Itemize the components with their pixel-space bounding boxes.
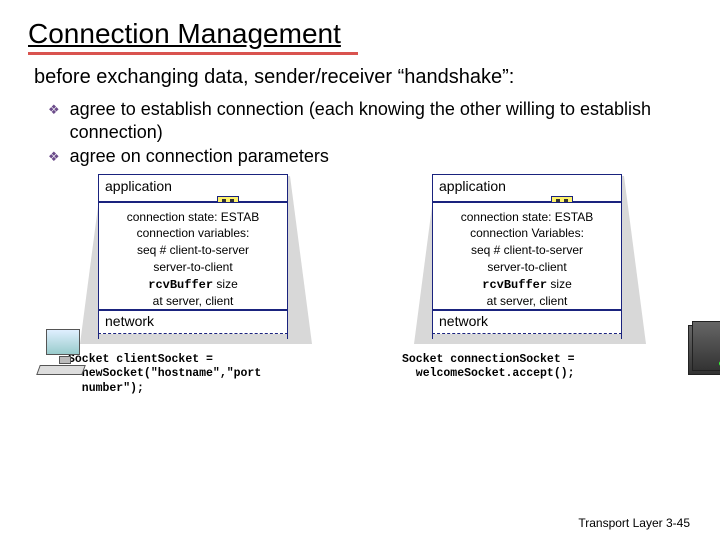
protocol-stack: application connection state: ESTAB conn… [98,174,288,339]
state-line: server-to-client [107,259,279,276]
network-label: network [439,313,488,329]
bullet-text: agree on connection parameters [70,145,329,168]
state-line: at server, client [107,293,279,310]
bullet-item: ❖ agree to establish connection (each kn… [48,98,692,143]
state-line: connection state: ESTAB [441,209,613,226]
state-line: at server, client [441,293,613,310]
diamond-bullet-icon: ❖ [48,102,60,118]
state-line: rcvBuffer size [441,276,613,294]
state-line: rcvBuffer size [107,276,279,294]
transport-state-box: connection state: ESTAB connection Varia… [432,202,622,310]
network-label: network [105,313,154,329]
application-label: application [439,178,506,194]
state-line: connection variables: [107,225,279,242]
diamond-bullet-icon: ❖ [48,149,60,165]
server-diagram: application connection state: ESTAB conn… [372,174,682,398]
server-rack-icon [688,321,720,375]
intro-text: before exchanging data, sender/receiver … [34,65,692,90]
bullet-item: ❖ agree on connection parameters [48,145,692,168]
state-line: seq # client-to-server [441,242,613,259]
network-layer-box: network [98,310,288,334]
title-accent-underline [28,52,358,55]
state-line: connection Variables: [441,225,613,242]
application-label: application [105,178,172,194]
state-line: server-to-client [441,259,613,276]
transport-state-box: connection state: ESTAB connection varia… [98,202,288,310]
slide-title: Connection Management [28,18,692,50]
state-line: connection state: ESTAB [107,209,279,226]
state-line: seq # client-to-server [107,242,279,259]
client-code-snippet: Socket clientSocket = newSocket("hostnam… [68,353,348,398]
slide-footer: Transport Layer 3-45 [578,516,690,530]
server-code-snippet: Socket connectionSocket = welcomeSocket.… [402,353,682,383]
footer-page-number: 3-45 [666,516,690,530]
application-layer-box: application [98,174,288,202]
bullet-text: agree to establish connection (each know… [70,98,692,143]
desktop-computer-icon [38,329,92,375]
application-layer-box: application [432,174,622,202]
footer-label: Transport Layer [578,516,662,530]
network-layer-box: network [432,310,622,334]
client-diagram: application connection state: ESTAB conn… [38,174,348,398]
protocol-stack: application connection state: ESTAB conn… [432,174,622,339]
diagram-row: application connection state: ESTAB conn… [28,174,692,398]
bullet-list: ❖ agree to establish connection (each kn… [48,98,692,168]
